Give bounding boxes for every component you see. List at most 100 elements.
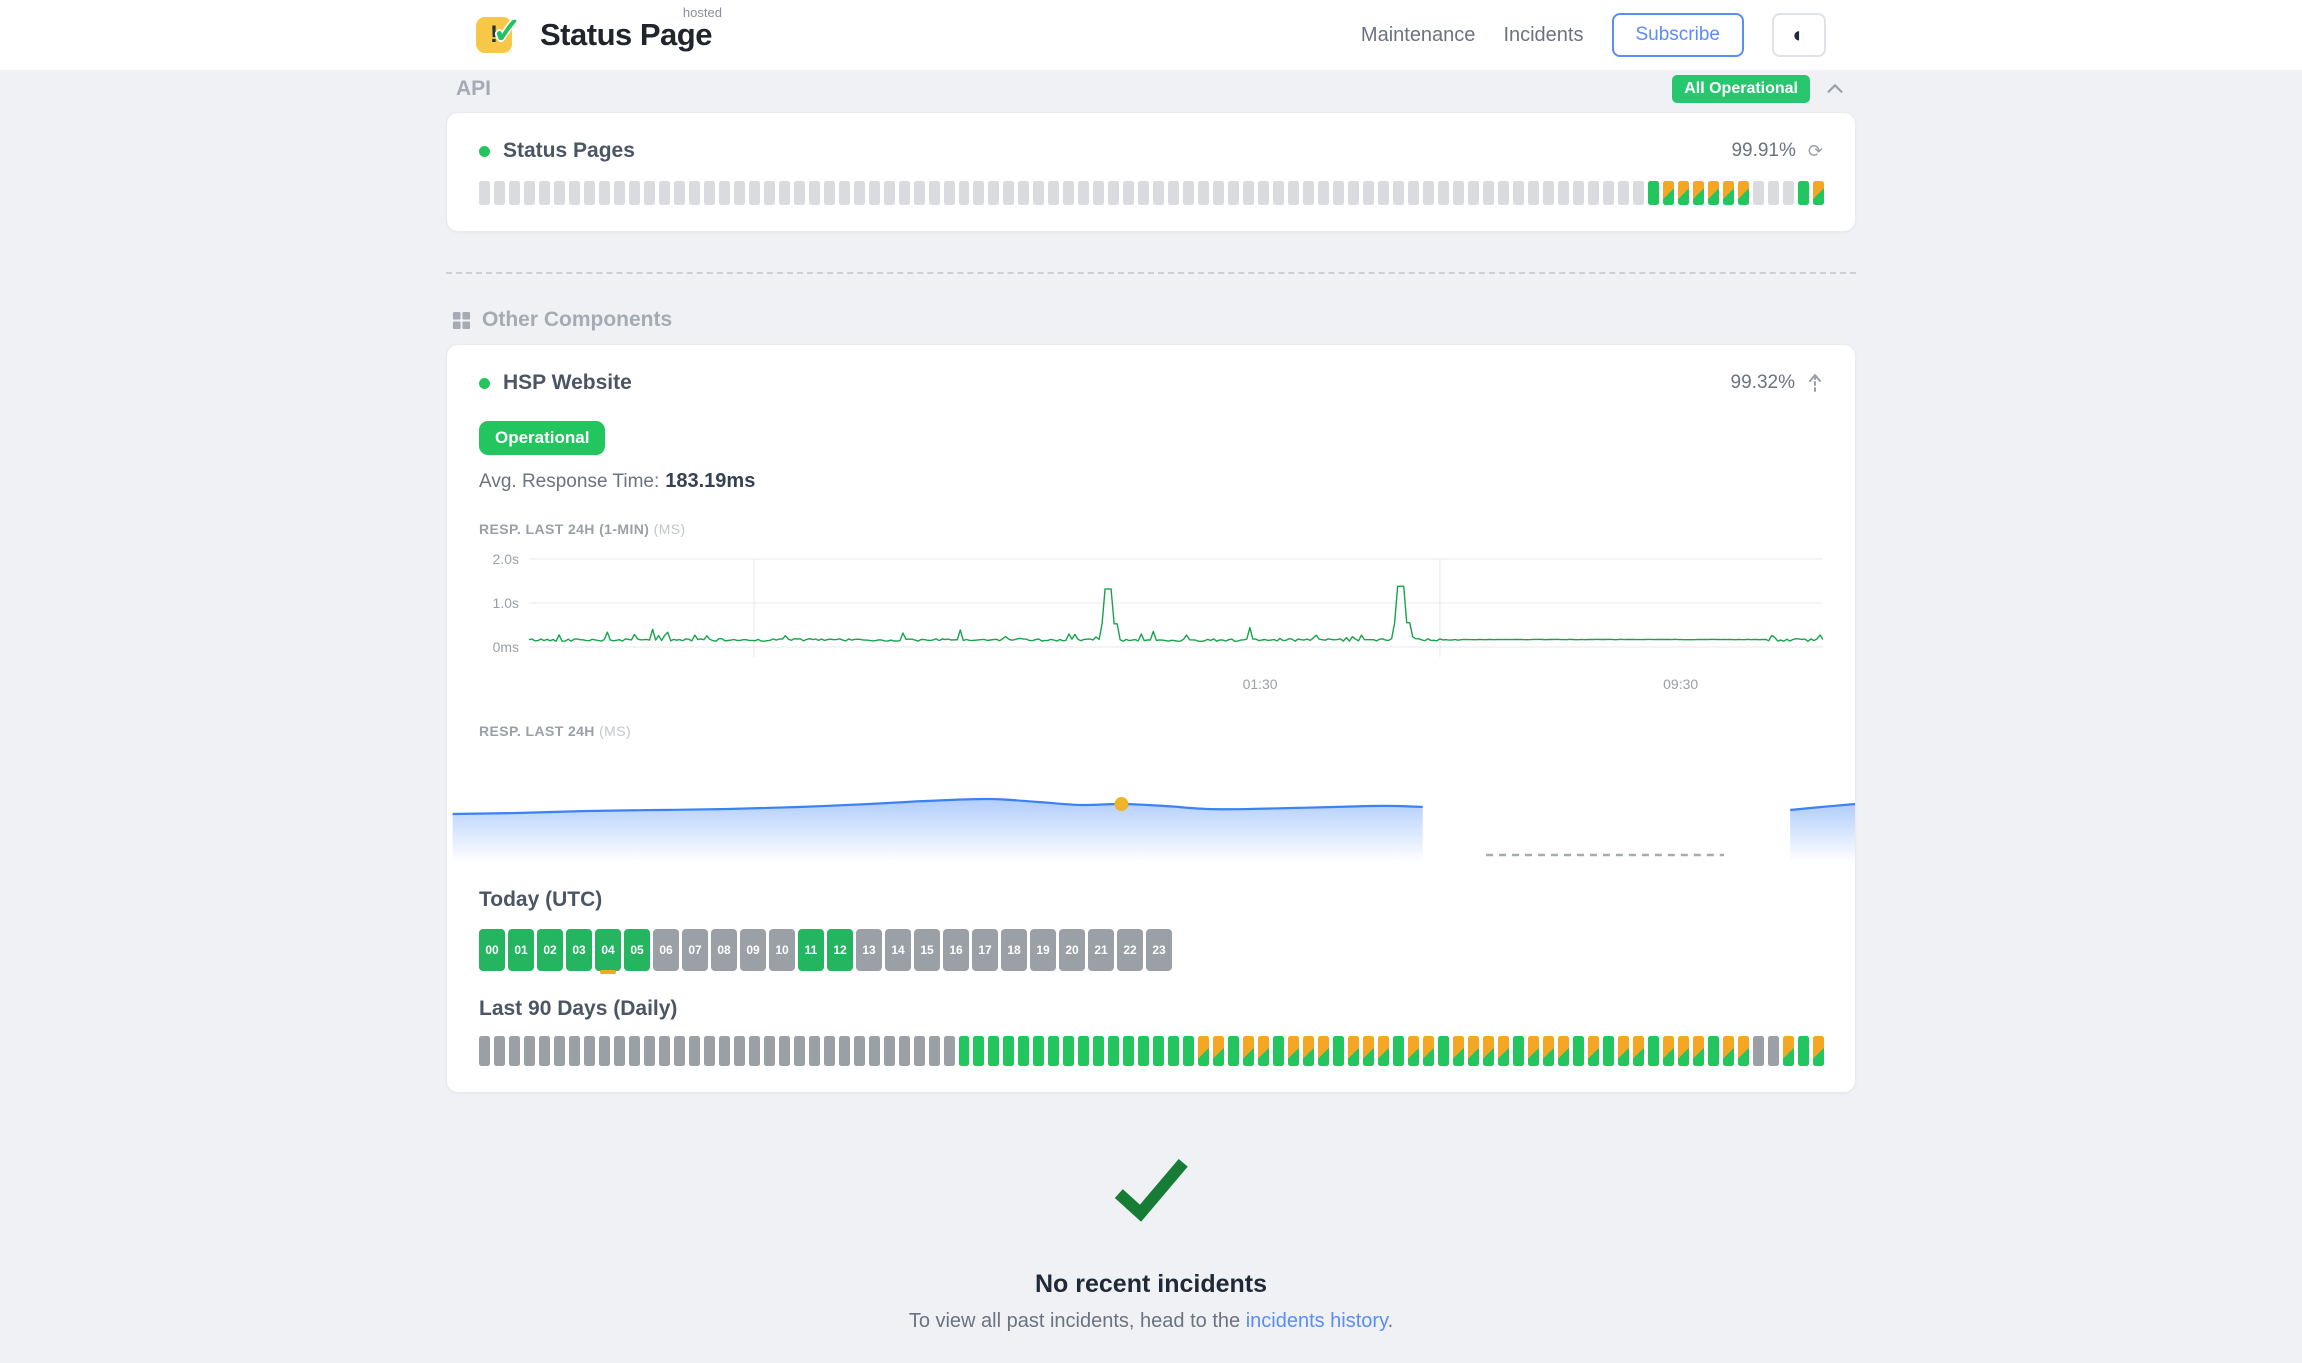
uptime-bar[interactable] — [808, 1036, 820, 1066]
hour-block-20[interactable]: 20 — [1059, 929, 1085, 971]
uptime-bar[interactable] — [1722, 1036, 1734, 1066]
uptime-bar[interactable] — [838, 1036, 850, 1066]
uptime-bar[interactable] — [1318, 1036, 1330, 1066]
uptime-bar[interactable] — [1168, 181, 1180, 205]
uptime-bar[interactable] — [1512, 181, 1524, 205]
uptime-bar[interactable] — [658, 181, 670, 205]
hour-block-13[interactable]: 13 — [856, 929, 882, 971]
hour-block-06[interactable]: 06 — [653, 929, 679, 971]
uptime-bar[interactable] — [853, 1036, 865, 1066]
uptime-bar[interactable] — [1363, 181, 1375, 205]
uptime-bar[interactable] — [1797, 181, 1809, 205]
uptime-bar[interactable] — [508, 181, 520, 205]
hour-block-21[interactable]: 21 — [1088, 929, 1114, 971]
uptime-bar[interactable] — [1078, 181, 1090, 205]
uptime-bar[interactable] — [1228, 1036, 1240, 1066]
uptime-bar[interactable] — [1063, 181, 1075, 205]
uptime-bar[interactable] — [883, 1036, 895, 1066]
hour-block-01[interactable]: 01 — [508, 929, 534, 971]
uptime-bar[interactable] — [1812, 181, 1824, 205]
uptime-bar[interactable] — [493, 1036, 505, 1066]
uptime-bar[interactable] — [643, 181, 655, 205]
uptime-bar[interactable] — [1183, 1036, 1195, 1066]
uptime-bar[interactable] — [1647, 181, 1659, 205]
uptime-bar[interactable] — [1273, 1036, 1285, 1066]
uptime-bar[interactable] — [583, 181, 595, 205]
uptime-bar[interactable] — [1243, 1036, 1255, 1066]
uptime-bar[interactable] — [1168, 1036, 1180, 1066]
uptime-bar[interactable] — [1063, 1036, 1075, 1066]
uptime-bar[interactable] — [898, 1036, 910, 1066]
uptime-bar[interactable] — [688, 1036, 700, 1066]
hour-block-00[interactable]: 00 — [479, 929, 505, 971]
hour-block-03[interactable]: 03 — [566, 929, 592, 971]
uptime-bar[interactable] — [1572, 1036, 1584, 1066]
uptime-bar[interactable] — [598, 1036, 610, 1066]
uptime-bar[interactable] — [1782, 1036, 1794, 1066]
uptime-bar[interactable] — [1033, 1036, 1045, 1066]
uptime-bar[interactable] — [1318, 181, 1330, 205]
uptime-bar[interactable] — [1737, 181, 1749, 205]
uptime-bar[interactable] — [1482, 1036, 1494, 1066]
uptime-bar[interactable] — [778, 181, 790, 205]
uptime-bar[interactable] — [568, 1036, 580, 1066]
hour-block-08[interactable]: 08 — [711, 929, 737, 971]
uptime-bar[interactable] — [1198, 1036, 1210, 1066]
uptime-bar[interactable] — [1348, 181, 1360, 205]
uptime-bar[interactable] — [643, 1036, 655, 1066]
uptime-bar[interactable] — [1093, 1036, 1105, 1066]
uptime-bar[interactable] — [958, 1036, 970, 1066]
uptime-bar[interactable] — [1333, 181, 1345, 205]
uptime-bar[interactable] — [1692, 181, 1704, 205]
uptime-bar[interactable] — [868, 181, 880, 205]
uptime-bar[interactable] — [658, 1036, 670, 1066]
response-1min-chart[interactable]: 2.0s 1.0s 0ms 01:30 09:30 — [479, 545, 1823, 695]
uptime-bar[interactable] — [763, 181, 775, 205]
uptime-bar[interactable] — [1707, 1036, 1719, 1066]
uptime-bar[interactable] — [479, 1036, 490, 1066]
uptime-bar[interactable] — [1003, 1036, 1015, 1066]
uptime-bar[interactable] — [1557, 1036, 1569, 1066]
uptime-bar[interactable] — [1692, 1036, 1704, 1066]
uptime-bar[interactable] — [1752, 181, 1764, 205]
brand-logo[interactable]: ! ✓ Status Page hosted — [476, 5, 722, 55]
hour-block-02[interactable]: 02 — [537, 929, 563, 971]
uptime-bar[interactable] — [1452, 1036, 1464, 1066]
uptime-bar[interactable] — [868, 1036, 880, 1066]
uptime-bar[interactable] — [1108, 1036, 1120, 1066]
uptime-bar[interactable] — [793, 1036, 805, 1066]
uptime-bar[interactable] — [508, 1036, 520, 1066]
uptime-bar[interactable] — [1797, 1036, 1809, 1066]
uptime-bar[interactable] — [1213, 181, 1225, 205]
uptime-bar[interactable] — [718, 181, 730, 205]
uptime-bar[interactable] — [1258, 1036, 1270, 1066]
uptime-bar[interactable] — [479, 181, 490, 205]
uptime-bar[interactable] — [1752, 1036, 1764, 1066]
uptime-bar[interactable] — [1153, 1036, 1165, 1066]
uptime-bar[interactable] — [1527, 181, 1539, 205]
uptime-bar[interactable] — [1812, 1036, 1824, 1066]
uptime-bar[interactable] — [553, 181, 565, 205]
uptime-bar[interactable] — [1467, 181, 1479, 205]
uptime-bar[interactable] — [1198, 181, 1210, 205]
uptime-bar[interactable] — [778, 1036, 790, 1066]
uptime-bar[interactable] — [1482, 181, 1494, 205]
uptime-bar[interactable] — [1138, 181, 1150, 205]
chevron-up-icon[interactable] — [1824, 78, 1846, 100]
uptime-bar[interactable] — [1602, 181, 1614, 205]
nav-incidents[interactable]: Incidents — [1503, 23, 1584, 46]
uptime-bar[interactable] — [628, 181, 640, 205]
incidents-history-link[interactable]: incidents history — [1245, 1310, 1388, 1332]
hour-block-11[interactable]: 11 — [798, 929, 824, 971]
uptime-bar[interactable] — [1497, 181, 1509, 205]
uptime-bar[interactable] — [1408, 181, 1420, 205]
uptime-bar[interactable] — [763, 1036, 775, 1066]
uptime-bar[interactable] — [1393, 1036, 1405, 1066]
uptime-bar[interactable] — [1108, 181, 1120, 205]
uptime-bar[interactable] — [718, 1036, 730, 1066]
uptime-bar[interactable] — [523, 181, 535, 205]
hour-block-17[interactable]: 17 — [972, 929, 998, 971]
uptime-bar[interactable] — [853, 181, 865, 205]
uptime-bar[interactable] — [943, 1036, 955, 1066]
uptime-bar[interactable] — [1228, 181, 1240, 205]
